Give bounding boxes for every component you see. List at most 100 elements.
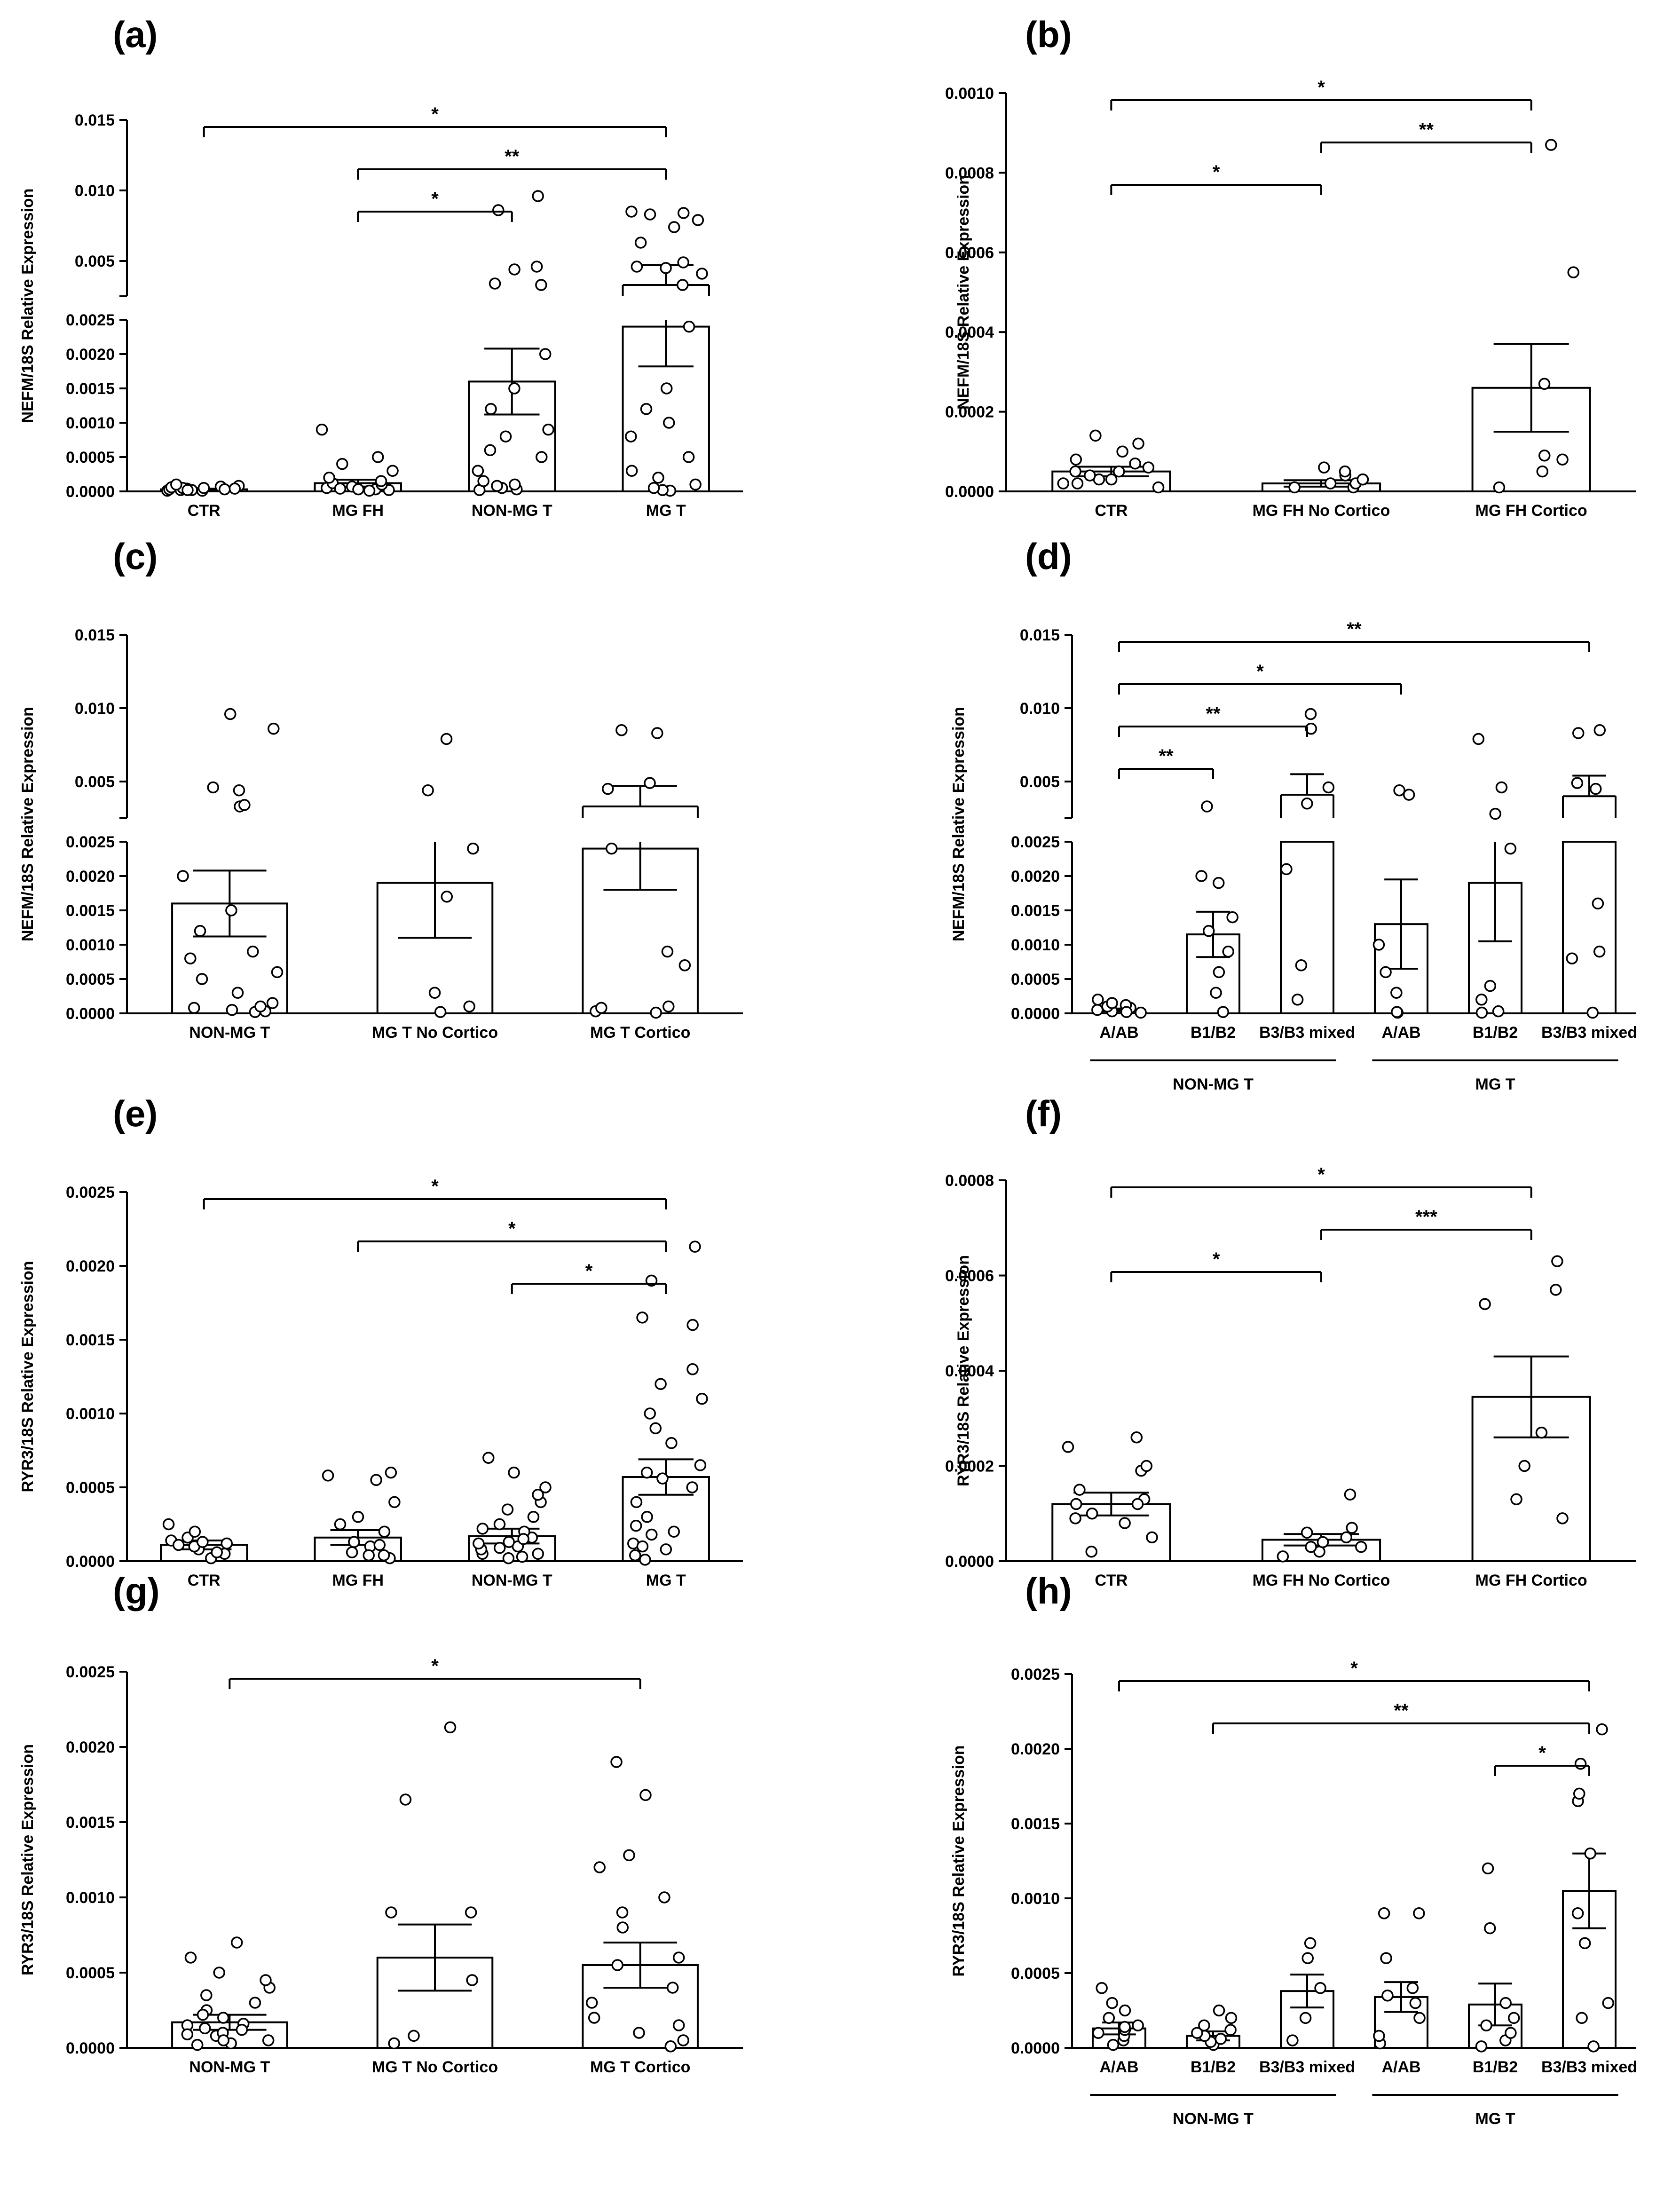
- data-point: [1556, 453, 1569, 466]
- data-point: [388, 2037, 400, 2050]
- data-point: [585, 1997, 598, 2009]
- y-tick-label: 0.0020: [66, 1257, 115, 1275]
- data-point: [238, 799, 251, 811]
- data-point: [1403, 789, 1415, 801]
- data-point: [516, 1550, 528, 1563]
- data-point: [315, 423, 328, 436]
- data-point: [408, 2030, 420, 2042]
- x-category-label: MG T No Cortico: [372, 2058, 498, 2076]
- y-axis-label: RYR3/18S Relative Expression: [19, 1261, 37, 1493]
- y-tick-label: 0.0000: [1011, 1005, 1060, 1023]
- y-tick-label: 0.0006: [945, 244, 994, 262]
- data-point: [484, 444, 497, 457]
- data-point: [677, 207, 690, 219]
- y-tick-label: 0.015: [1020, 626, 1060, 644]
- data-point: [197, 2008, 209, 2021]
- data-point: [1550, 1284, 1562, 1296]
- data-point: [1106, 1997, 1119, 2009]
- data-point: [1492, 1005, 1505, 1018]
- x-category-label: MG T Cortico: [590, 2058, 690, 2076]
- data-point: [508, 1466, 520, 1479]
- sig-label: *: [1538, 1743, 1546, 1763]
- y-tick-label: 0.0004: [945, 324, 994, 341]
- data-point: [1324, 477, 1337, 490]
- y-tick-label: 0.0025: [1011, 833, 1060, 851]
- data-point: [1556, 1512, 1569, 1524]
- panel-label-b: (b): [1025, 14, 1072, 55]
- y-tick-label: 0.0015: [66, 902, 115, 920]
- data-point: [639, 1789, 652, 1801]
- data-point: [641, 1511, 653, 1523]
- data-point: [1089, 429, 1102, 442]
- panel-a: (a) 0.0000 0.0005 0.0010 0.0015 0.0020 0.0025 0…: [19, 14, 743, 520]
- data-point: [1475, 2040, 1488, 2053]
- data-point: [644, 208, 656, 221]
- data-point: [1210, 987, 1222, 999]
- data-point: [170, 478, 182, 491]
- data-point: [1314, 1982, 1326, 1994]
- data-point: [1070, 1498, 1082, 1510]
- data-point: [254, 1000, 267, 1013]
- data-point: [1224, 2024, 1237, 2036]
- y-tick-label: 0.0000: [1011, 2039, 1060, 2057]
- data-point: [378, 1525, 391, 1538]
- panel-label-g: (g): [113, 1570, 160, 1611]
- y-tick-label: 0.0005: [66, 1479, 115, 1497]
- x-category-label: MG T No Cortico: [372, 1024, 498, 1042]
- data-point: [501, 1503, 514, 1516]
- sig-label: *: [1317, 1164, 1325, 1185]
- y-axis-label: RYR3/18S Relative Expression: [954, 1255, 972, 1486]
- data-point: [196, 973, 208, 985]
- data-point: [1482, 1862, 1494, 1875]
- x-category-label: B3/B3 mixed: [1259, 2058, 1355, 2076]
- x-category-label: NON-MG T: [189, 2058, 270, 2076]
- data-point: [644, 777, 656, 789]
- data-point: [173, 1539, 185, 1551]
- data-point: [672, 2019, 685, 2031]
- data-point: [1586, 1006, 1599, 1019]
- y-tick-label: 0.0010: [66, 1889, 115, 1907]
- data-point: [188, 1002, 200, 1014]
- data-point: [1105, 473, 1118, 486]
- data-point: [1535, 1426, 1548, 1439]
- data-point: [1505, 2027, 1517, 2039]
- data-point: [493, 1541, 506, 1554]
- data-point: [647, 482, 660, 494]
- y-tick-label: 0.0020: [66, 868, 115, 885]
- data-point: [1217, 1006, 1230, 1018]
- data-point: [197, 482, 210, 494]
- data-point: [668, 1525, 680, 1538]
- data-point: [1322, 781, 1335, 794]
- data-point: [1091, 1003, 1104, 1016]
- data-point: [1357, 473, 1369, 486]
- x-category-label: MG FH: [332, 502, 384, 520]
- data-point: [602, 782, 614, 795]
- y-tick-label: 0.0000: [66, 2039, 115, 2057]
- data-point: [1286, 2034, 1299, 2046]
- data-point: [492, 204, 505, 216]
- data-point: [1225, 2012, 1238, 2024]
- data-point: [1085, 1546, 1098, 1558]
- y-tick-label: 0.015: [75, 111, 115, 129]
- data-point: [1545, 139, 1557, 151]
- data-point: [676, 279, 689, 291]
- data-point: [1339, 465, 1351, 478]
- data-point: [1201, 800, 1213, 813]
- data-point: [1593, 724, 1606, 736]
- y-tick-label: 0.005: [75, 253, 115, 270]
- data-point: [1495, 781, 1508, 794]
- y-tick-label: 0.0005: [1011, 971, 1060, 988]
- data-point: [634, 237, 647, 249]
- sig-label: *: [1213, 162, 1220, 182]
- data-point: [611, 1959, 623, 1971]
- y-axis-label: NEFM/18S Relative Expression: [954, 175, 972, 410]
- data-point: [658, 1891, 670, 1904]
- data-point: [191, 2038, 204, 2051]
- data-point: [217, 2034, 230, 2046]
- data-point: [1086, 1508, 1098, 1520]
- data-point: [1222, 945, 1234, 958]
- x-category-label: MG T Cortico: [590, 1024, 690, 1042]
- data-point: [625, 465, 638, 477]
- data-point: [1572, 727, 1585, 739]
- x-category-label: MG T: [646, 502, 686, 520]
